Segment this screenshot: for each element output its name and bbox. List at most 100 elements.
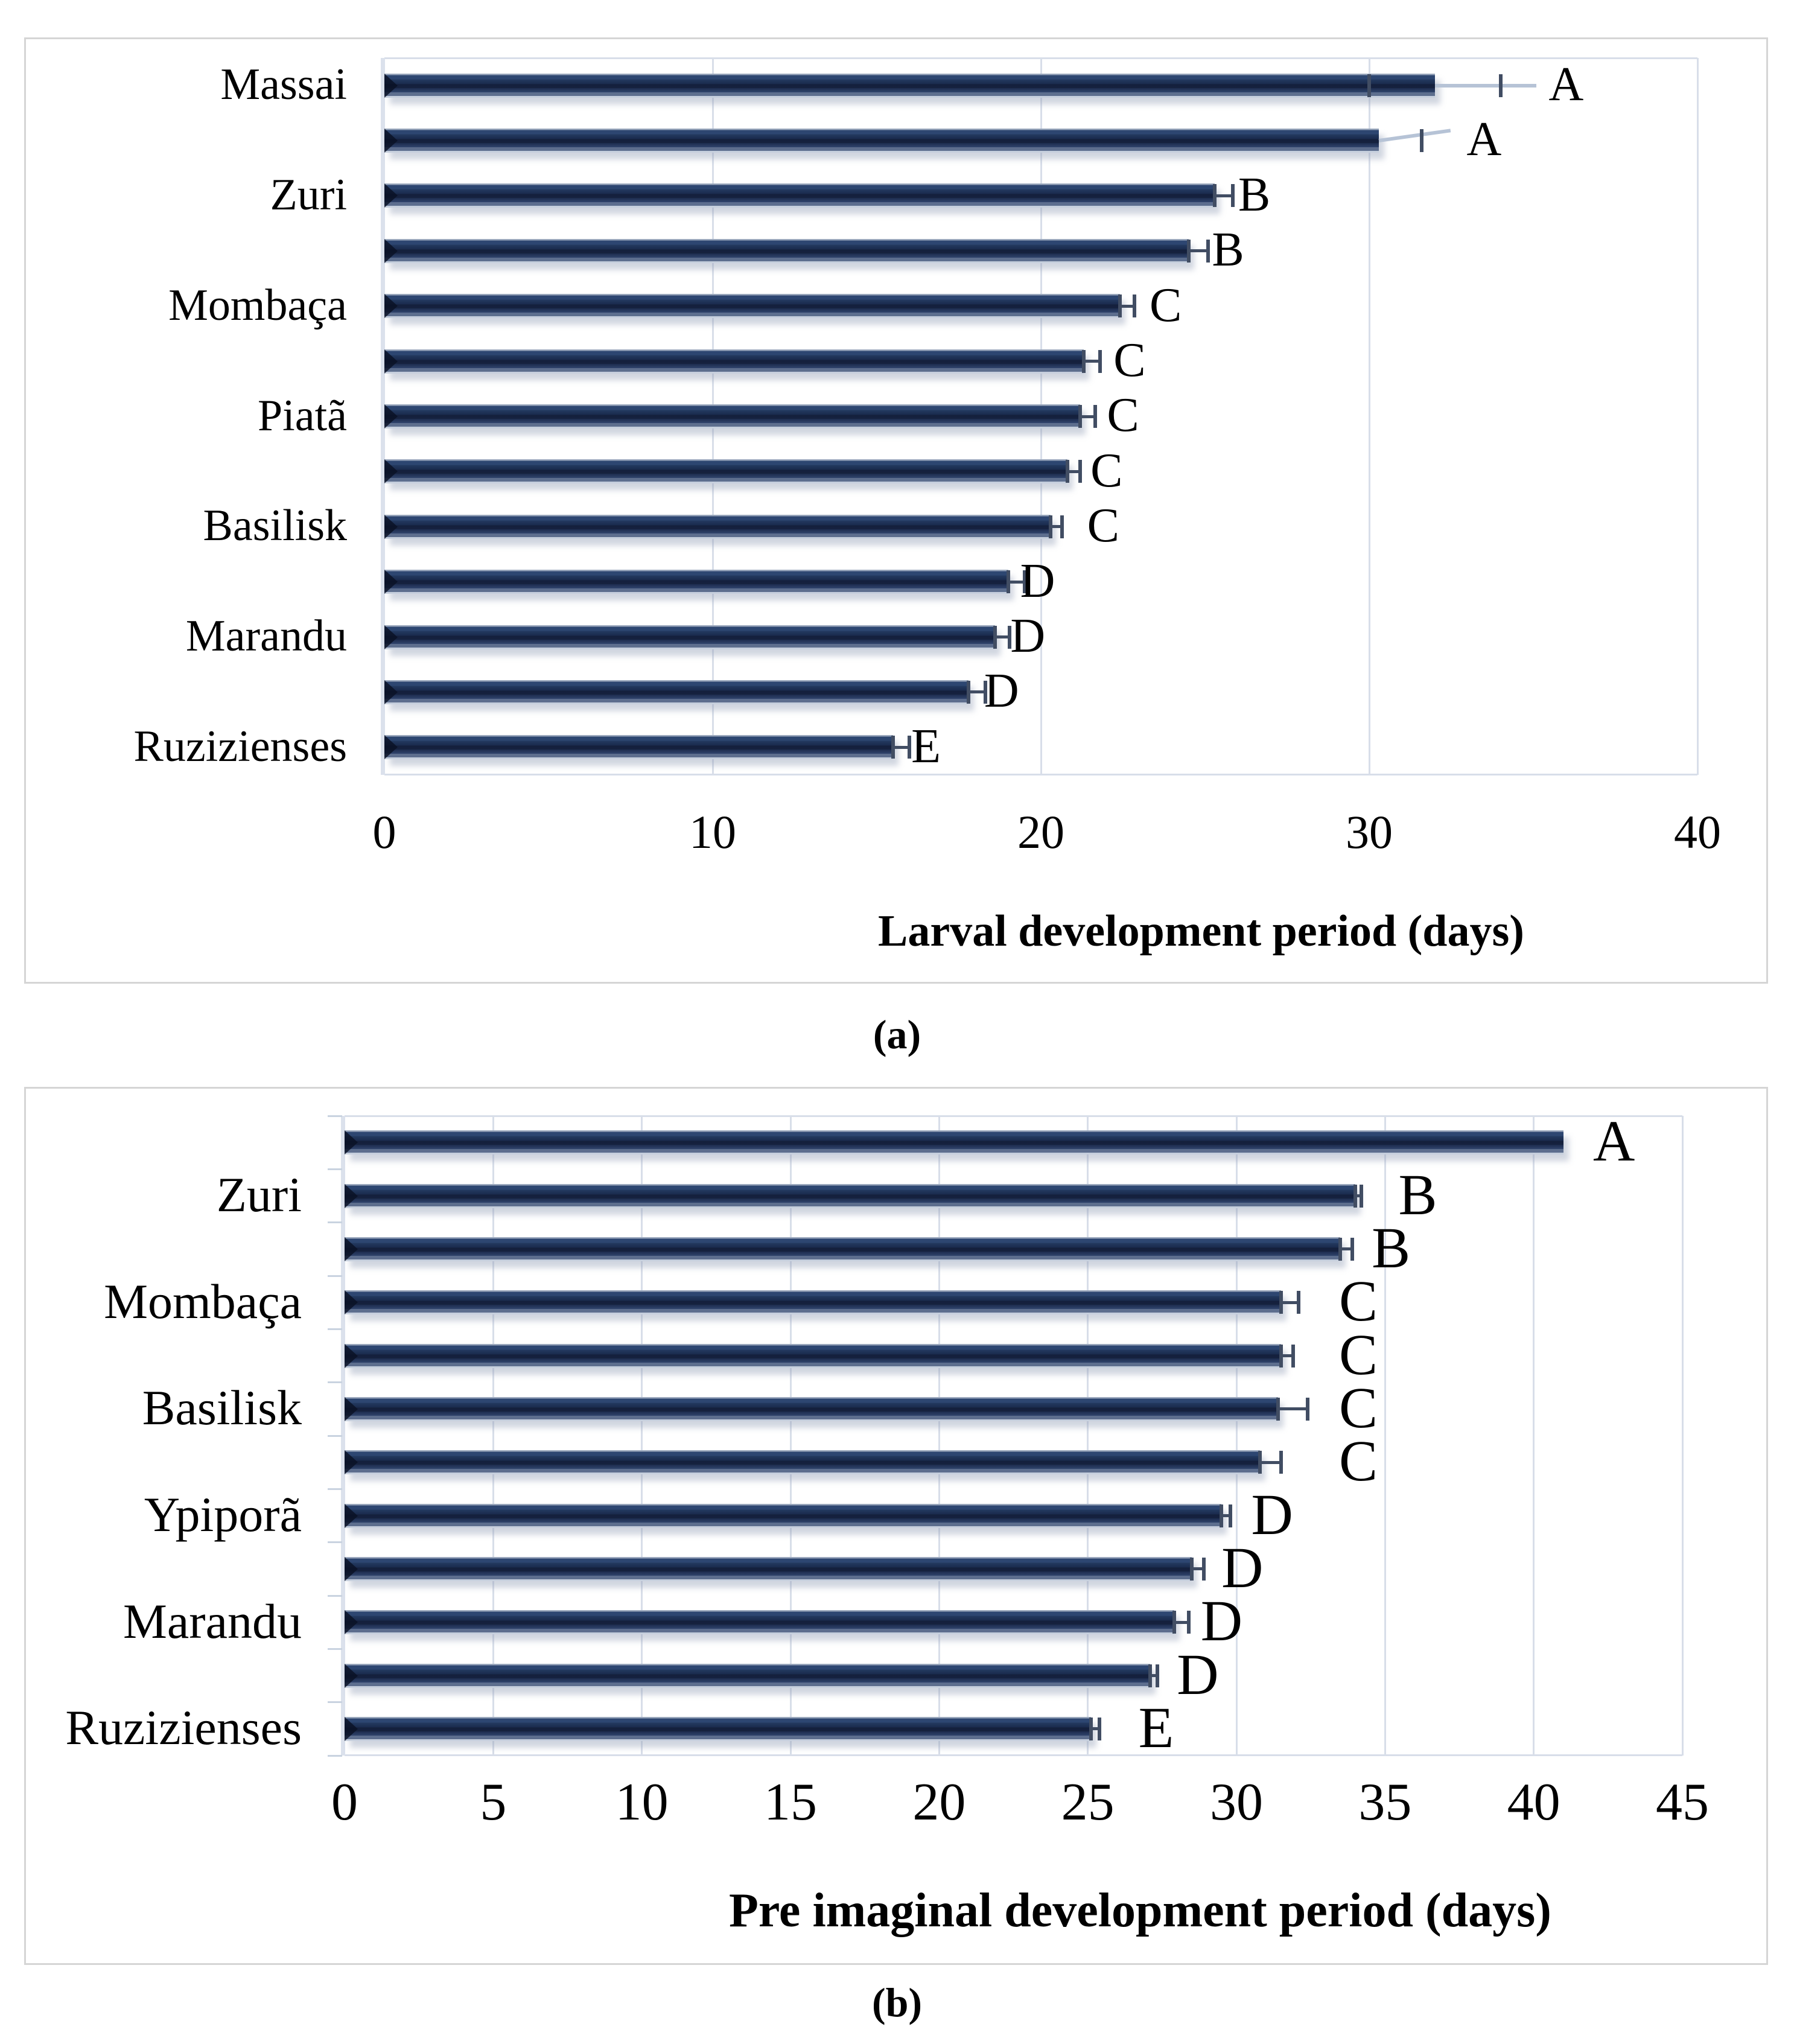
error-cap-start — [1220, 1504, 1224, 1527]
significance-letter: C — [1338, 1428, 1378, 1494]
y-axis-line — [341, 1116, 345, 1756]
error-cap-start — [1186, 239, 1191, 263]
error-cap-plus — [1206, 239, 1210, 263]
category-axis-tick — [328, 1115, 342, 1117]
error-cap-plus — [1498, 74, 1503, 97]
bar-bevel-notch — [345, 1130, 358, 1155]
category-label: Ruzizienses — [65, 1700, 302, 1756]
x-tick-label: 15 — [764, 1773, 817, 1832]
error-cap-start — [1148, 1664, 1153, 1687]
error-cap-plus — [1231, 184, 1235, 208]
error-cap-plus — [1359, 1184, 1363, 1208]
data-bar — [345, 1716, 1091, 1741]
significance-letter: D — [1200, 1588, 1243, 1654]
error-whisker — [1192, 1567, 1204, 1571]
significance-letter: A — [1466, 113, 1502, 167]
significance-letter: D — [1020, 554, 1055, 608]
data-bar — [384, 294, 1120, 319]
error-cap-plus — [1187, 1611, 1191, 1634]
significance-letter: D — [1177, 1641, 1219, 1707]
data-bar — [345, 1610, 1174, 1635]
data-bar — [384, 129, 1379, 153]
plot-area-a: A Massai A B Zuri B C Mombaça C C Piatã C C Basilisk D… — [134, 57, 1721, 856]
error-whisker — [969, 690, 985, 694]
error-cap-plus — [908, 736, 912, 759]
category-label: Mombaça — [104, 1273, 302, 1329]
error-whisker — [1080, 415, 1095, 418]
x-tick-label: 10 — [615, 1773, 669, 1832]
error-whisker — [994, 635, 1010, 639]
bar-bevel-notch — [384, 735, 398, 760]
significance-letter: B — [1372, 1215, 1411, 1280]
data-bar — [384, 404, 1081, 428]
x-tick-label: 25 — [1061, 1773, 1115, 1832]
category-axis-tick — [328, 1221, 342, 1224]
significance-letter: D — [1251, 1482, 1293, 1547]
category-axis-tick — [328, 1594, 342, 1597]
data-bar — [345, 1183, 1356, 1208]
error-whisker — [1090, 1727, 1100, 1731]
category-label: Ruzizienses — [133, 721, 347, 771]
data-bar — [345, 1556, 1192, 1581]
bar-bevel-notch — [384, 570, 398, 594]
error-cap-start — [1078, 405, 1083, 428]
x-tick-label: 30 — [1346, 806, 1393, 858]
category-axis-tick — [328, 1488, 342, 1490]
error-cap-plus — [1297, 1291, 1301, 1314]
x-tick-label: 30 — [1210, 1773, 1263, 1832]
error-whisker — [1188, 249, 1209, 253]
error-cap-start — [1118, 295, 1122, 318]
significance-letter: D — [1010, 609, 1046, 663]
x-tick-label: 40 — [1507, 1773, 1560, 1832]
error-cap-plus — [1279, 1451, 1283, 1474]
bar-bevel-notch — [384, 459, 398, 484]
significance-letter: B — [1398, 1162, 1437, 1227]
significance-letter: A — [1548, 58, 1584, 112]
significance-letter: C — [1113, 334, 1146, 387]
category-axis-tick — [328, 1168, 342, 1170]
x-tick-label: 0 — [372, 806, 396, 858]
error-cap-start — [1213, 184, 1217, 208]
gridline — [1681, 1116, 1684, 1756]
error-cap-plus — [1350, 1237, 1355, 1261]
error-cap-start — [1279, 1344, 1283, 1367]
bar-bevel-notch — [345, 1556, 358, 1581]
error-cap-start — [993, 625, 997, 649]
x-axis-title-b: Pre imaginal development period (days) — [729, 1884, 1551, 1937]
error-whisker — [1340, 1247, 1353, 1251]
data-bar — [384, 570, 1008, 594]
significance-letter: C — [1338, 1375, 1378, 1440]
significance-letter: B — [1238, 168, 1271, 221]
x-tick-label: 0 — [331, 1773, 358, 1832]
error-cap-plus — [1420, 129, 1424, 153]
error-cap-start — [1172, 1611, 1176, 1634]
error-cap-start — [1338, 1237, 1343, 1261]
bar-bevel-notch — [345, 1396, 358, 1421]
x-tick-label: 20 — [1017, 806, 1064, 858]
error-leader-line — [1434, 83, 1537, 88]
bar-bevel-notch — [384, 680, 398, 704]
gridline — [1384, 1116, 1386, 1756]
caption-a: (a) — [873, 1011, 921, 1057]
error-cap-start — [1258, 1451, 1262, 1474]
error-whisker — [1280, 1354, 1293, 1357]
gridline — [1533, 1116, 1535, 1756]
bar-bevel-notch — [345, 1663, 358, 1688]
error-cap-minus — [1367, 74, 1371, 97]
significance-letter: E — [1138, 1695, 1174, 1760]
plot-area-b: A B Zuri B C Mombaça C C Basilisk C D Ypiporã D D Mara… — [65, 1112, 1709, 1829]
error-cap-start — [1190, 1557, 1194, 1581]
data-bar — [345, 1130, 1563, 1155]
error-whisker — [1119, 304, 1135, 308]
category-axis-tick — [328, 1434, 342, 1437]
category-label: Basilisk — [142, 1380, 302, 1436]
error-cap-plus — [1306, 1397, 1310, 1421]
bar-bevel-notch — [345, 1503, 358, 1528]
significance-letter: D — [984, 664, 1019, 718]
category-axis-tick — [328, 1701, 342, 1704]
y-axis-line — [381, 58, 385, 775]
bar-bevel-notch — [345, 1237, 358, 1261]
error-cap-plus — [1291, 1344, 1295, 1367]
bar-bevel-notch — [384, 514, 398, 539]
